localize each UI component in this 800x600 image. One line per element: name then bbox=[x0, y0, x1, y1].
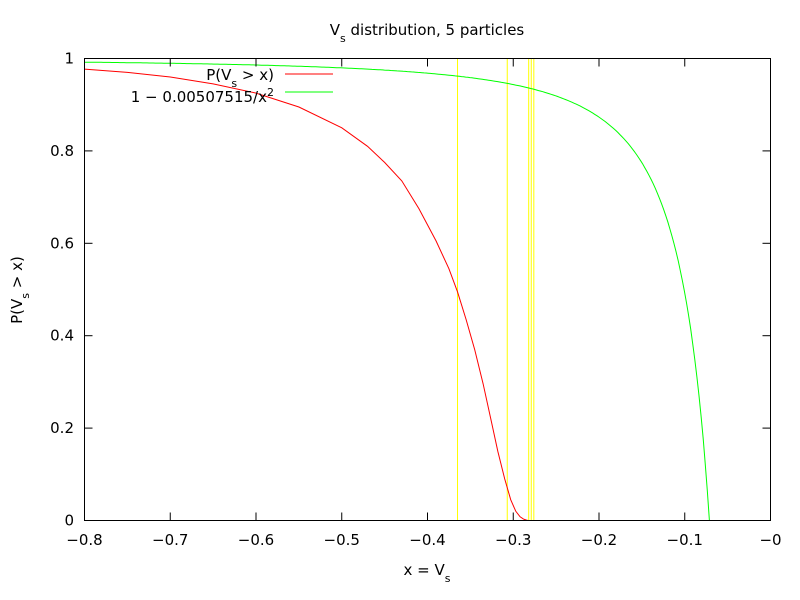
axis-ticks: −0.8 −0.7 −0.6 −0.5 −0.4 −0.3 −0.2 −0.1 −0 0 0.2 0.… bbox=[50, 50, 781, 550]
legend-label-green-main: 1 − 0.00507515/x bbox=[131, 88, 267, 106]
x-tick-label: −0.8 bbox=[66, 531, 102, 549]
legend-label-green: 1 − 0.00507515/x2 bbox=[131, 86, 274, 107]
chart-title: Vs distribution, 5 particles bbox=[330, 21, 525, 45]
legend-label-red: P(Vs > x) bbox=[206, 66, 274, 90]
x-tick-label: −0.1 bbox=[667, 531, 703, 549]
x-tick-label: −0.5 bbox=[324, 531, 360, 549]
plot-frame bbox=[84, 58, 771, 521]
y-tick-label: 0 bbox=[64, 512, 74, 530]
series-line-green bbox=[84, 61, 710, 521]
y-axis-label-rest: > x) bbox=[8, 256, 26, 293]
x-tick-label: −0.3 bbox=[495, 531, 531, 549]
y-tick-label: 0.6 bbox=[50, 234, 74, 252]
legend-label-red-main: P(V bbox=[206, 66, 232, 84]
y-axis-label-sub: s bbox=[19, 293, 32, 299]
x-tick-label: −0.6 bbox=[238, 531, 274, 549]
plot-area bbox=[84, 58, 710, 521]
y-tick-label: 0.4 bbox=[50, 327, 74, 345]
chart-title-sub: s bbox=[340, 32, 346, 45]
y-tick-label: 0.8 bbox=[50, 142, 74, 160]
x-axis-label-sub: s bbox=[445, 572, 451, 585]
x-tick-label: −0 bbox=[759, 531, 781, 549]
x-axis-label-main: x = V bbox=[404, 561, 446, 579]
y-axis-label: P(Vs > x) bbox=[8, 256, 32, 324]
x-tick-label: −0.2 bbox=[581, 531, 617, 549]
legend-label-green-sup: 2 bbox=[267, 86, 274, 99]
y-axis-label-main: P(V bbox=[8, 298, 26, 324]
y-tick-label: 0.2 bbox=[50, 419, 74, 437]
legend: P(Vs > x) 1 − 0.00507515/x2 bbox=[131, 66, 333, 106]
legend-label-red-rest: > x) bbox=[237, 66, 274, 84]
chart-title-main: V bbox=[330, 21, 341, 39]
series-line-red bbox=[84, 68, 528, 521]
x-tick-label: −0.7 bbox=[152, 531, 188, 549]
legend-label-red-sub: s bbox=[231, 77, 237, 90]
x-tick-label: −0.4 bbox=[409, 531, 445, 549]
chart-title-rest: distribution, 5 particles bbox=[346, 21, 525, 39]
y-tick-label: 1 bbox=[64, 50, 74, 68]
x-axis-label: x = Vs bbox=[404, 561, 451, 585]
